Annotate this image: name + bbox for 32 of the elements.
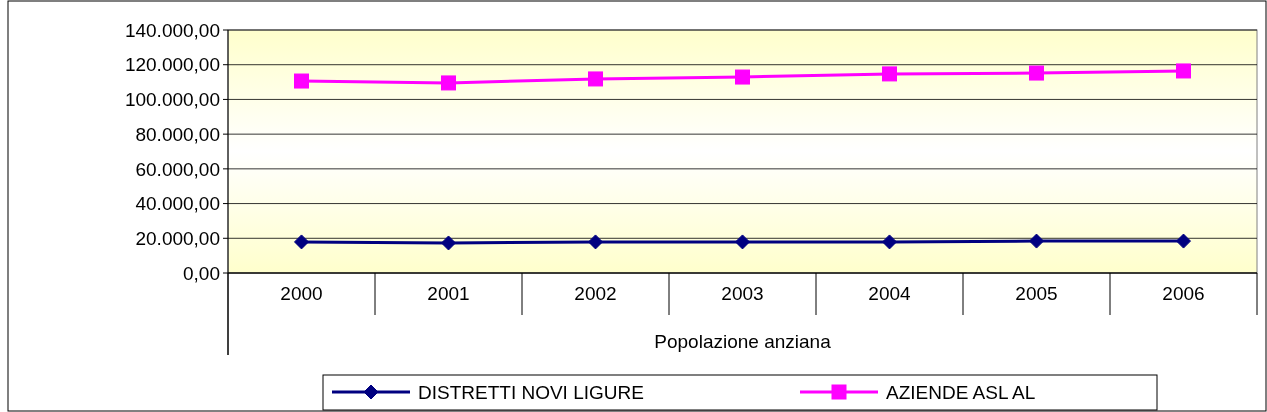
point — [441, 235, 456, 251]
y-tick-label: 0,00 — [183, 262, 220, 284]
point — [441, 75, 456, 91]
point — [882, 234, 897, 250]
point — [735, 234, 750, 250]
legend-label: AZIENDE ASL AL — [886, 381, 1036, 403]
point — [882, 66, 897, 82]
y-tick-label: 80.000,00 — [135, 123, 220, 145]
x-tick-label: 2002 — [574, 283, 617, 304]
y-tick-label: 60.000,00 — [135, 158, 220, 180]
point — [735, 69, 750, 85]
y-tick-label: 140.000,00 — [124, 19, 220, 41]
y-tick-label: 40.000,00 — [135, 193, 220, 215]
point — [588, 71, 603, 87]
y-tick-label: 120.000,00 — [124, 54, 220, 76]
y-tick-label: 100.000,00 — [124, 89, 220, 111]
x-tick-label: 2006 — [1162, 283, 1205, 304]
x-tick-label: 2000 — [280, 283, 323, 304]
point — [588, 234, 603, 250]
point — [1176, 233, 1191, 249]
point — [1029, 233, 1044, 249]
point — [294, 73, 309, 89]
x-axis-title: Popolazione anziana — [654, 331, 832, 352]
x-tick-label: 2003 — [721, 283, 764, 304]
y-tick-label: 20.000,00 — [135, 227, 220, 249]
x-tick-label: 2004 — [868, 283, 912, 304]
point — [1029, 65, 1044, 81]
x-tick-label: 2005 — [1015, 283, 1058, 304]
point — [1176, 63, 1191, 79]
x-tick-label: 2001 — [427, 283, 470, 304]
point — [294, 234, 309, 250]
legend-label: DISTRETTI NOVI LIGURE — [418, 381, 644, 403]
